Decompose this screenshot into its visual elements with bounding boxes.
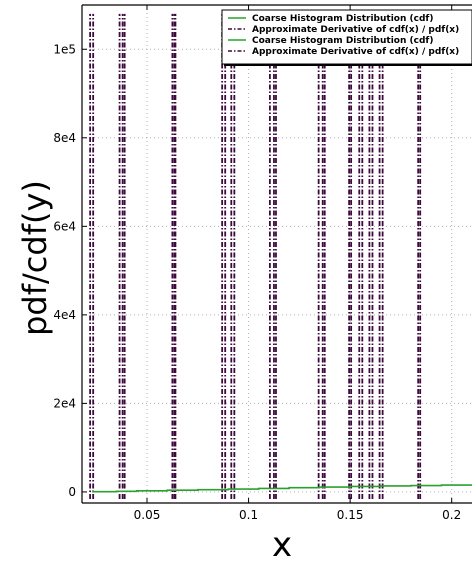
legend-label-0: Coarse Histogram Distribution (cdf) [252,14,433,24]
y-axis-label: pdf/cdf(y) [16,180,54,336]
y-tick-label-2: 4e4 [53,308,76,322]
y-tick-label-1: 2e4 [53,396,76,410]
legend-label-2: Coarse Histogram Distribution (cdf) [252,36,433,46]
x-tick-label-3: 0.2 [442,508,461,522]
x-tick-label-2: 0.15 [337,508,364,522]
y-tick-label-5: 1e5 [53,42,76,56]
y-tick-label-0: 0 [68,485,76,499]
legend-label-1: Approximate Derivative of cdf(x) / pdf(x… [252,25,459,35]
axes [81,4,472,504]
cdf-line [92,484,472,493]
y-tick-label-4: 8e4 [53,131,76,145]
legend-box [221,9,472,65]
grid-lines [82,5,472,503]
y-tick-label-3: 6e4 [53,219,76,233]
x-axis-label: x [272,525,292,563]
legend-label-3: Approximate Derivative of cdf(x) / pdf(x… [252,47,459,57]
tick-labels: 0.05 0.1 0.15 0.2 0 2e4 4e4 6e4 8e4 1e5 [53,42,461,522]
x-tick-label-1: 0.1 [239,508,258,522]
x-tick-label-0: 0.05 [134,508,161,522]
series-layer [89,13,472,499]
legend: Coarse Histogram Distribution (cdf)Appro… [221,9,472,66]
